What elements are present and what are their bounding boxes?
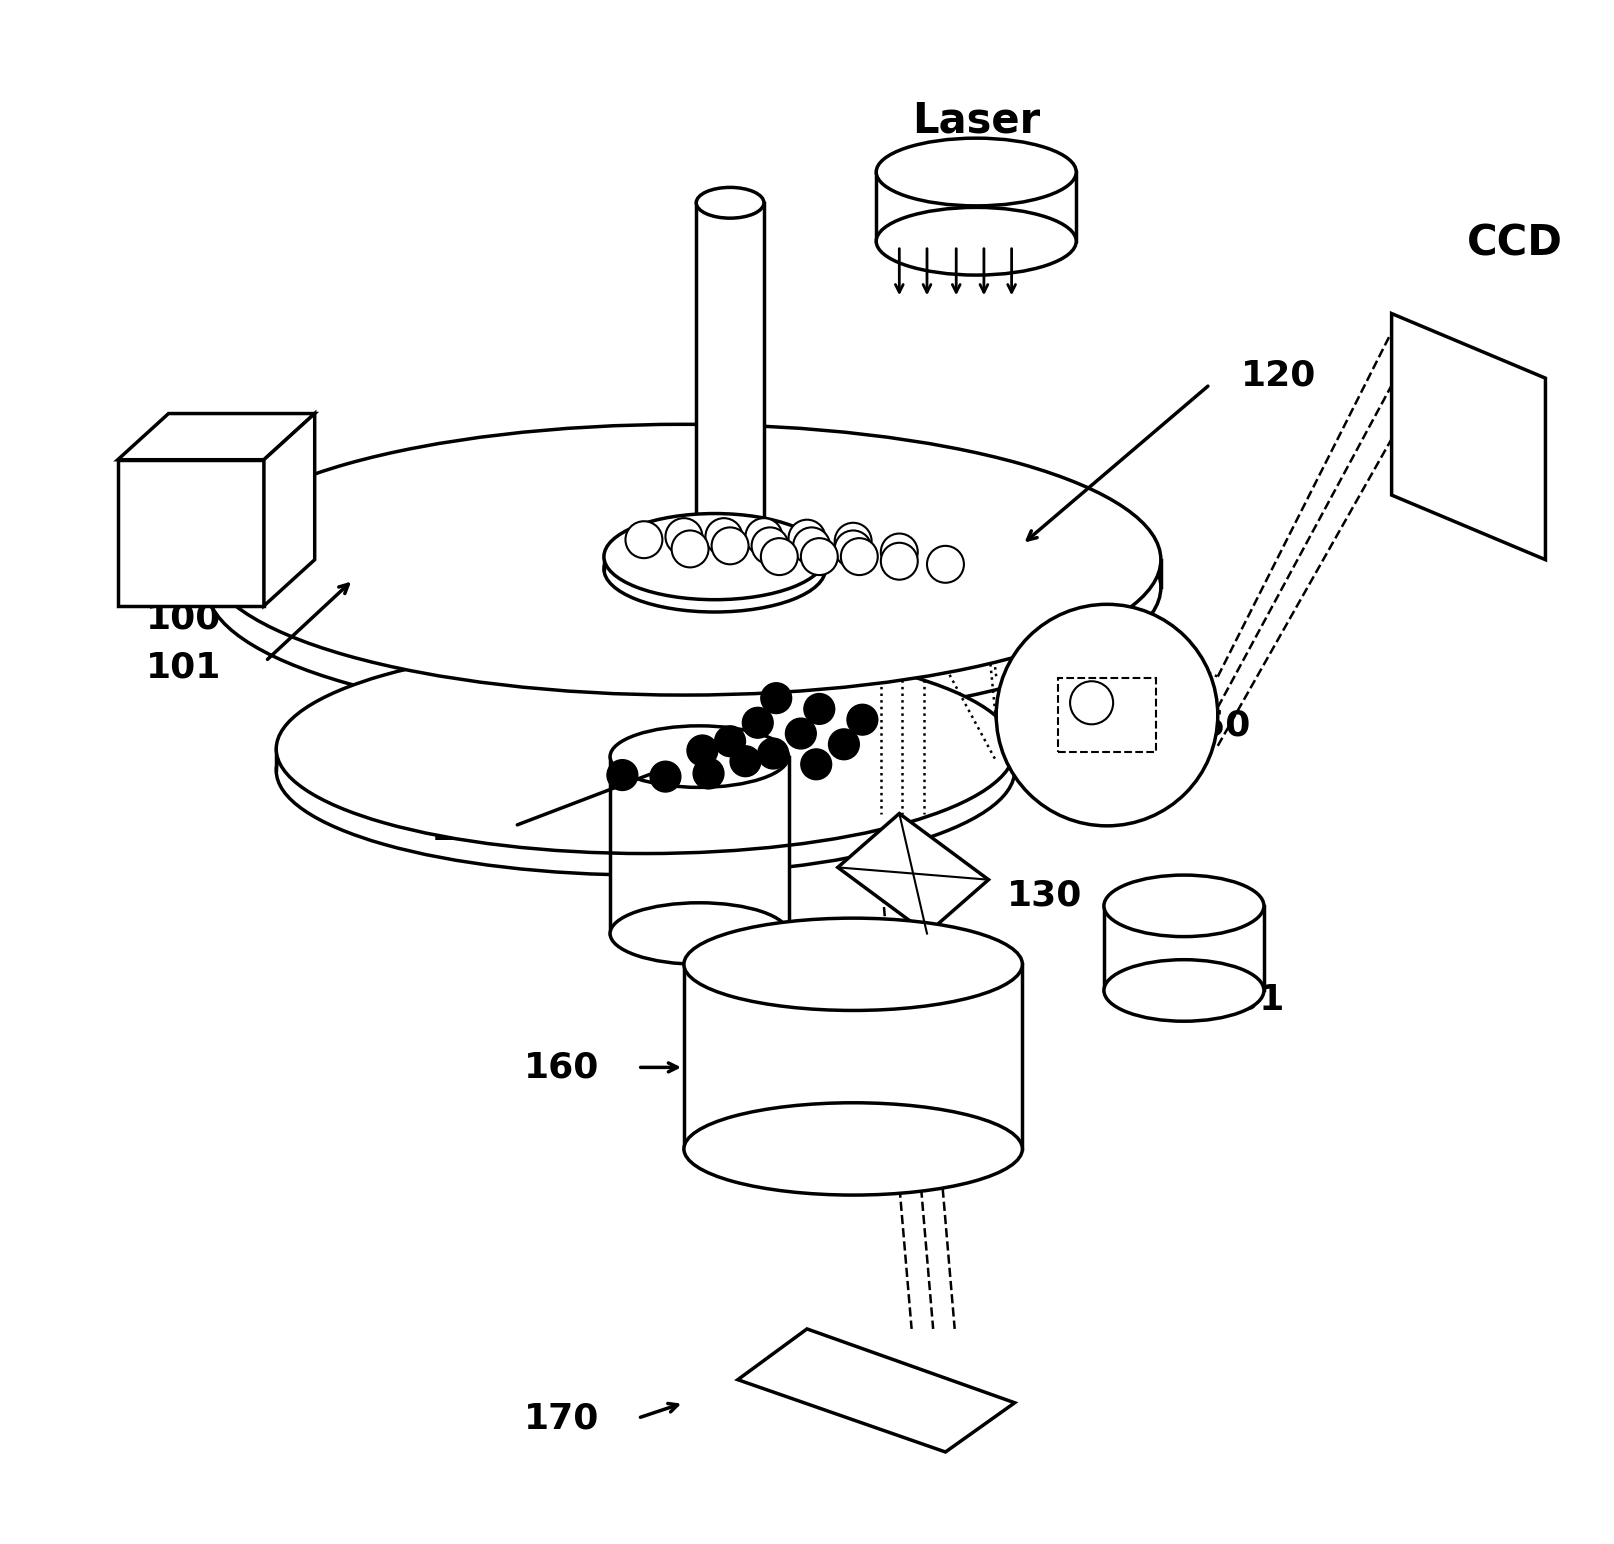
Polygon shape xyxy=(738,1329,1015,1451)
Polygon shape xyxy=(876,171,1077,241)
Circle shape xyxy=(801,749,831,780)
Polygon shape xyxy=(118,460,265,605)
Text: 101: 101 xyxy=(147,650,221,684)
Circle shape xyxy=(841,539,878,574)
Text: 121: 121 xyxy=(431,814,507,848)
Polygon shape xyxy=(684,965,1022,1149)
Ellipse shape xyxy=(996,604,1219,826)
Circle shape xyxy=(607,760,638,791)
Text: 160: 160 xyxy=(525,1050,599,1084)
Polygon shape xyxy=(610,757,789,934)
Circle shape xyxy=(742,707,773,738)
Ellipse shape xyxy=(876,137,1077,205)
Ellipse shape xyxy=(276,644,1015,854)
Circle shape xyxy=(665,519,702,556)
Circle shape xyxy=(692,758,725,789)
Text: Laser: Laser xyxy=(912,99,1041,141)
Circle shape xyxy=(792,528,830,564)
Circle shape xyxy=(757,738,789,769)
Ellipse shape xyxy=(696,534,763,564)
Circle shape xyxy=(834,531,872,567)
Circle shape xyxy=(801,539,838,574)
Circle shape xyxy=(789,520,825,557)
Circle shape xyxy=(881,534,918,570)
Ellipse shape xyxy=(1104,875,1264,937)
Polygon shape xyxy=(118,414,315,460)
Ellipse shape xyxy=(207,452,1160,723)
Circle shape xyxy=(834,523,872,559)
Ellipse shape xyxy=(604,527,825,611)
Text: 131: 131 xyxy=(1210,982,1285,1016)
Ellipse shape xyxy=(604,514,825,599)
Ellipse shape xyxy=(610,903,789,965)
Circle shape xyxy=(715,726,746,757)
Text: 130: 130 xyxy=(1007,879,1083,913)
Circle shape xyxy=(926,547,964,582)
Text: 120: 120 xyxy=(1241,358,1315,392)
Circle shape xyxy=(847,704,878,735)
Ellipse shape xyxy=(876,207,1077,275)
Circle shape xyxy=(760,539,797,574)
Text: CCD: CCD xyxy=(1467,222,1562,264)
Text: 150: 150 xyxy=(1177,709,1251,743)
Ellipse shape xyxy=(1104,960,1264,1021)
Circle shape xyxy=(712,528,749,564)
Text: 100: 100 xyxy=(147,601,221,635)
Polygon shape xyxy=(1391,313,1546,559)
Ellipse shape xyxy=(684,919,1022,1010)
Circle shape xyxy=(671,531,709,567)
Circle shape xyxy=(881,543,918,579)
Circle shape xyxy=(752,528,789,564)
Ellipse shape xyxy=(696,187,763,218)
Circle shape xyxy=(626,522,662,559)
Circle shape xyxy=(1070,681,1114,724)
Circle shape xyxy=(746,519,783,556)
Ellipse shape xyxy=(684,1102,1022,1195)
Circle shape xyxy=(705,519,742,556)
Circle shape xyxy=(730,746,760,777)
Polygon shape xyxy=(838,814,988,934)
Ellipse shape xyxy=(610,726,789,787)
Circle shape xyxy=(828,729,859,760)
Circle shape xyxy=(650,761,681,792)
Circle shape xyxy=(786,718,817,749)
Polygon shape xyxy=(265,414,315,605)
Ellipse shape xyxy=(207,425,1160,695)
Text: 170: 170 xyxy=(525,1400,599,1434)
Circle shape xyxy=(804,693,834,724)
Polygon shape xyxy=(696,202,763,550)
Ellipse shape xyxy=(276,665,1015,875)
Circle shape xyxy=(688,735,718,766)
Polygon shape xyxy=(1104,906,1264,990)
Circle shape xyxy=(760,682,791,713)
